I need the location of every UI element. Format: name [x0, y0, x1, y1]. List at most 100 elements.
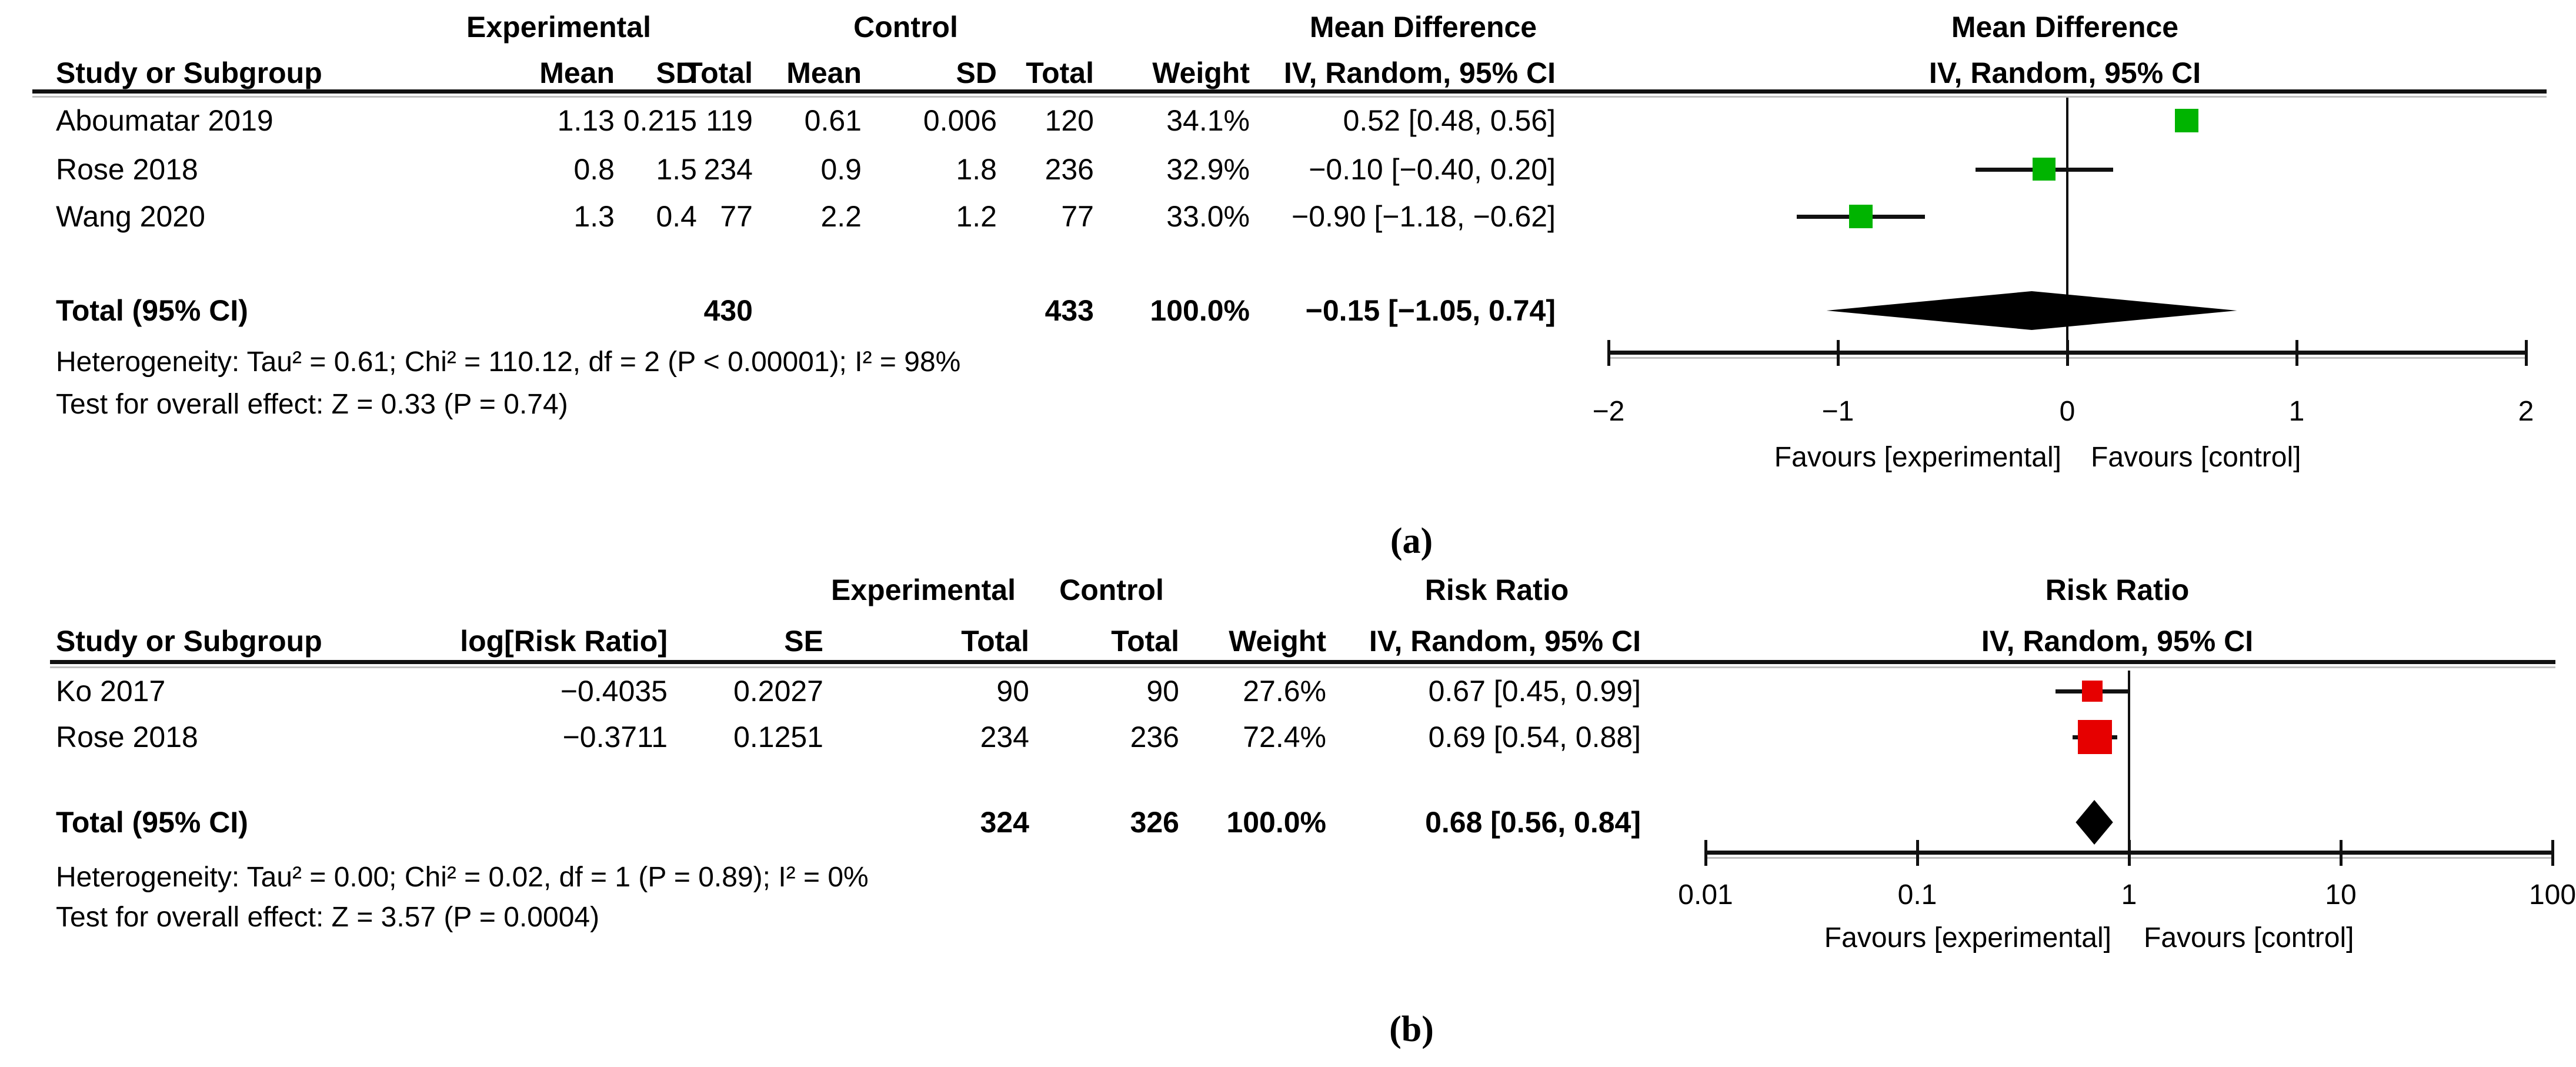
axis-tick — [2066, 340, 2069, 366]
panel-b-col-weight: Weight — [1229, 625, 1326, 658]
no-effect-line — [2066, 98, 2068, 351]
panel-a-heterogeneity: Heterogeneity: Tau² = 0.61; Chi² = 110.1… — [56, 346, 961, 378]
row-cell-total_c: 236 — [1045, 153, 1094, 186]
panel-b-favours-left-label: Favours [experimental] — [1824, 922, 2111, 953]
panel-b-col-logrr: log[Risk Ratio] — [460, 625, 668, 658]
panel-b-favours-right-label: Favours [control] — [2144, 922, 2354, 953]
row-cell-weight: 34.1% — [1166, 104, 1250, 137]
panel-a-header-rule — [32, 89, 2547, 94]
panel-a-favours-right-label: Favours [control] — [2091, 442, 2301, 473]
row-cell-estimate: 0.52 [0.48, 0.56] — [1343, 104, 1556, 137]
axis-tick-label: 2 — [2518, 396, 2534, 427]
axis-tick-label: 0 — [2059, 396, 2076, 427]
panel-a-col-sd-ctrl: SD — [956, 56, 997, 89]
axis-tick — [1607, 340, 1610, 366]
axis-tick-label: 0.01 — [1678, 879, 1733, 911]
row-cell-mean_c: 2.2 — [820, 200, 862, 233]
row-cell-total_e: 90 — [996, 675, 1029, 708]
axis-tick-label: −2 — [1592, 396, 1625, 427]
panel-a-method-header-graph: IV, Random, 95% CI — [1928, 56, 2201, 89]
study-marker — [2174, 109, 2198, 132]
row-cell-mean_e: 1.3 — [573, 200, 615, 233]
row-cell-sd_e: 0.4 — [656, 200, 697, 233]
row-cell-total_c: 120 — [1045, 104, 1094, 137]
row-cell-total_e: 234 — [980, 721, 1029, 753]
axis-tick — [1704, 840, 1707, 866]
pooled-diamond — [1826, 291, 2237, 330]
row-cell-study: Rose 2018 — [56, 153, 198, 186]
row-cell-total_c: 77 — [1061, 200, 1094, 233]
row-cell-total_e: 119 — [706, 104, 753, 137]
pooled-diamond — [2076, 800, 2113, 845]
study-marker — [1849, 205, 1873, 228]
caption-a: (a) — [1390, 521, 1433, 561]
axis-tick-label: 10 — [2325, 879, 2357, 911]
panel-a-col-study: Study or Subgroup — [56, 56, 322, 89]
panel-b-heterogeneity: Heterogeneity: Tau² = 0.00; Chi² = 0.02,… — [56, 862, 869, 893]
panel-b-header-rule — [50, 660, 2555, 664]
axis-tick — [2340, 840, 2343, 866]
row-cell-sd_c: 1.2 — [956, 200, 997, 233]
panel-b-col-total-ctrl: Total — [1111, 625, 1179, 658]
axis-tick — [1837, 340, 1840, 366]
panel-a-effect-header-table: Mean Difference — [1309, 11, 1537, 44]
row-cell-estimate: −0.90 [−1.18, −0.62] — [1292, 200, 1556, 233]
panel-b-total-weight: 100.0% — [1226, 806, 1326, 839]
panel-a-col-mean-ctrl: Mean — [786, 56, 862, 89]
axis-tick — [2128, 840, 2131, 866]
panel-b-col-ci: IV, Random, 95% CI — [1369, 625, 1641, 658]
no-effect-line — [2128, 671, 2130, 851]
row-cell-mean_c: 0.61 — [804, 104, 862, 137]
row-cell-se: 0.2027 — [733, 675, 823, 708]
panel-a-col-total-exp: Total — [685, 56, 753, 89]
panel-b-total-ctrl: 326 — [1130, 806, 1179, 839]
axis-tick-label: 1 — [2121, 879, 2137, 911]
panel-b-effect-header-table: Risk Ratio — [1424, 573, 1569, 606]
row-cell-study: Wang 2020 — [56, 200, 205, 233]
row-cell-mean_e: 0.8 — [573, 153, 615, 186]
row-cell-estimate: 0.67 [0.45, 0.99] — [1428, 675, 1641, 708]
panel-a-total-ctrl: 433 — [1045, 294, 1094, 327]
panel-a-effect-header-graph: Mean Difference — [1951, 11, 2179, 44]
panel-b-total-label: Total (95% CI) — [56, 806, 248, 839]
panel-b-total-estimate: 0.68 [0.56, 0.84] — [1425, 806, 1641, 839]
study-marker — [2033, 158, 2056, 181]
row-cell-study: Rose 2018 — [56, 721, 198, 753]
row-cell-log_risk_ratio: −0.3711 — [562, 721, 668, 753]
row-cell-weight: 32.9% — [1166, 153, 1250, 186]
row-cell-total_c: 236 — [1130, 721, 1179, 753]
panel-b-col-total-exp: Total — [961, 625, 1029, 658]
row-cell-total_c: 90 — [1146, 675, 1179, 708]
panel-b-total-exp: 324 — [980, 806, 1029, 839]
row-cell-weight: 72.4% — [1243, 721, 1326, 753]
panel-a-total-label: Total (95% CI) — [56, 294, 248, 327]
row-cell-total_e: 77 — [720, 200, 753, 233]
row-cell-log_risk_ratio: −0.4035 — [560, 675, 668, 708]
panel-a-favours-left-label: Favours [experimental] — [1774, 442, 2061, 473]
panel-a-total-exp: 430 — [703, 294, 753, 327]
row-cell-weight: 33.0% — [1166, 200, 1250, 233]
axis-tick — [2551, 840, 2554, 866]
panel-a-group-experimental: Experimental — [466, 11, 652, 44]
row-cell-study: Aboumatar 2019 — [56, 104, 273, 137]
axis-tick-label: 0.1 — [1897, 879, 1937, 911]
row-cell-mean_c: 0.9 — [820, 153, 862, 186]
panel-a-total-estimate: −0.15 [−1.05, 0.74] — [1305, 294, 1556, 327]
study-marker — [2078, 720, 2112, 754]
row-cell-weight: 27.6% — [1243, 675, 1326, 708]
row-cell-estimate: 0.69 [0.54, 0.88] — [1428, 721, 1641, 753]
axis-tick — [2295, 340, 2298, 366]
panel-b-group-experimental: Experimental — [830, 573, 1016, 606]
axis-tick — [1916, 840, 1919, 866]
panel-b-col-study: Study or Subgroup — [56, 625, 322, 658]
axis-tick-label: −1 — [1821, 396, 1854, 427]
panel-b-group-control: Control — [1059, 573, 1164, 606]
study-marker — [2081, 681, 2103, 702]
row-cell-total_e: 234 — [703, 153, 753, 186]
caption-b: (b) — [1389, 1009, 1434, 1049]
panel-b-col-se: SE — [784, 625, 823, 658]
panel-a-col-ci: IV, Random, 95% CI — [1283, 56, 1556, 89]
row-cell-sd_e: 1.5 — [656, 153, 697, 186]
row-cell-sd_e: 0.215 — [623, 104, 697, 137]
panel-b-header-rule-echo — [50, 666, 2555, 668]
